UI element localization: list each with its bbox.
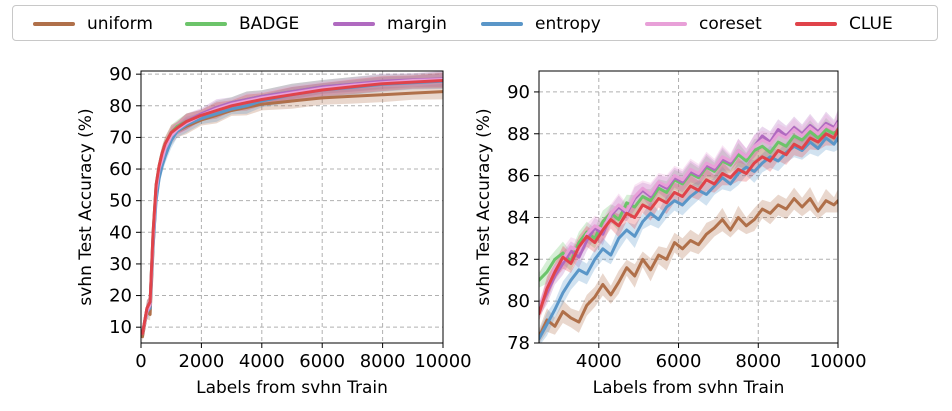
chart-left-ytick-label: 50 xyxy=(109,191,132,212)
chart-left-ytick-label: 40 xyxy=(109,222,132,243)
chart-right-ytick-label: 80 xyxy=(507,291,530,312)
legend: uniform BADGE margin entropy coreset CLU… xyxy=(12,5,938,41)
chart-left-band-entropy xyxy=(142,73,443,339)
chart-left-ytick-label: 60 xyxy=(109,159,132,180)
legend-swatch-clue xyxy=(795,22,837,26)
chart-right-band-entropy xyxy=(539,126,838,343)
legend-label-entropy: entropy xyxy=(535,14,601,34)
chart-right-xlabel: Labels from svhn Train xyxy=(593,378,785,398)
chart-left-band-clue xyxy=(142,72,443,339)
legend-label-coreset: coreset xyxy=(699,14,762,34)
chart-left-ytick-label: 30 xyxy=(109,254,132,275)
chart-right-xtick-label: 4000 xyxy=(576,351,622,372)
legend-swatch-coreset xyxy=(645,22,687,26)
chart-left-ytick-label: 80 xyxy=(109,96,132,117)
chart-right-ytick-label: 90 xyxy=(507,82,530,103)
chart-right-xtick-label: 10000 xyxy=(809,351,866,372)
chart-right-line-clue xyxy=(539,128,838,316)
chart-right-axes-frame xyxy=(538,70,839,344)
legend-item-clue: CLUE xyxy=(795,13,893,35)
chart-left-band-badge xyxy=(142,71,443,339)
chart-left-xtick-label: 10000 xyxy=(414,351,471,372)
chart-left-xtick-label: 0 xyxy=(135,351,146,372)
chart-left-xtick-label: 4000 xyxy=(239,351,285,372)
chart-left-ytick-label: 70 xyxy=(109,127,132,148)
legend-item-badge: BADGE xyxy=(185,13,299,35)
chart-left-line-clue xyxy=(141,79,443,335)
chart-left-ylabel: svhn Test Accuracy (%) xyxy=(76,108,96,305)
chart-right-ytick-label: 84 xyxy=(507,207,530,228)
legend-swatch-entropy xyxy=(481,22,523,26)
chart-left-band-margin xyxy=(142,71,443,339)
legend-item-coreset: coreset xyxy=(645,13,762,35)
legend-swatch-uniform xyxy=(33,22,75,26)
chart-right-line-uniform xyxy=(539,197,838,339)
chart-left-xlabel: Labels from svhn Train xyxy=(196,378,388,398)
legend-label-uniform: uniform xyxy=(87,14,153,34)
chart-left-ytick-label: 10 xyxy=(109,317,132,338)
chart-left: 0 2000 4000 6000 8000 10000 10 20 30 40 50 60 70 80 90… xyxy=(76,64,472,398)
chart-right-xtick-label: 8000 xyxy=(735,351,781,372)
chart-right-ytick-label: 88 xyxy=(507,124,530,145)
legend-label-clue: CLUE xyxy=(849,14,893,34)
chart-left-axes-frame xyxy=(140,70,444,344)
legend-label-badge: BADGE xyxy=(239,14,300,34)
chart-right-ylabel: svhn Test Accuracy (%) xyxy=(474,108,494,305)
chart-right-xtick-label: 6000 xyxy=(656,351,702,372)
legend-item-margin: margin xyxy=(333,13,447,35)
chart-left-ytick-label: 90 xyxy=(109,64,132,85)
chart-left-ytick-label: 20 xyxy=(109,286,132,307)
chart-left-xtick-label: 2000 xyxy=(178,351,224,372)
legend-item-entropy: entropy xyxy=(481,13,601,35)
chart-right-line-coreset xyxy=(539,121,838,311)
legend-swatch-badge xyxy=(185,22,227,26)
legend-label-margin: margin xyxy=(387,14,447,34)
chart-left-xtick-label: 8000 xyxy=(360,351,406,372)
chart-right-ytick-label: 86 xyxy=(507,166,530,187)
chart-left-band-coreset xyxy=(142,71,443,339)
chart-left-xtick-label: 6000 xyxy=(299,351,345,372)
chart-right: 4000 6000 8000 10000 78 80 82 84 86 88 90 Labels fr… xyxy=(474,70,867,398)
legend-swatch-margin xyxy=(333,22,375,26)
chart-right-ytick-label: 82 xyxy=(507,249,530,270)
legend-item-uniform: uniform xyxy=(33,13,153,35)
chart-right-ytick-label: 78 xyxy=(507,333,530,354)
